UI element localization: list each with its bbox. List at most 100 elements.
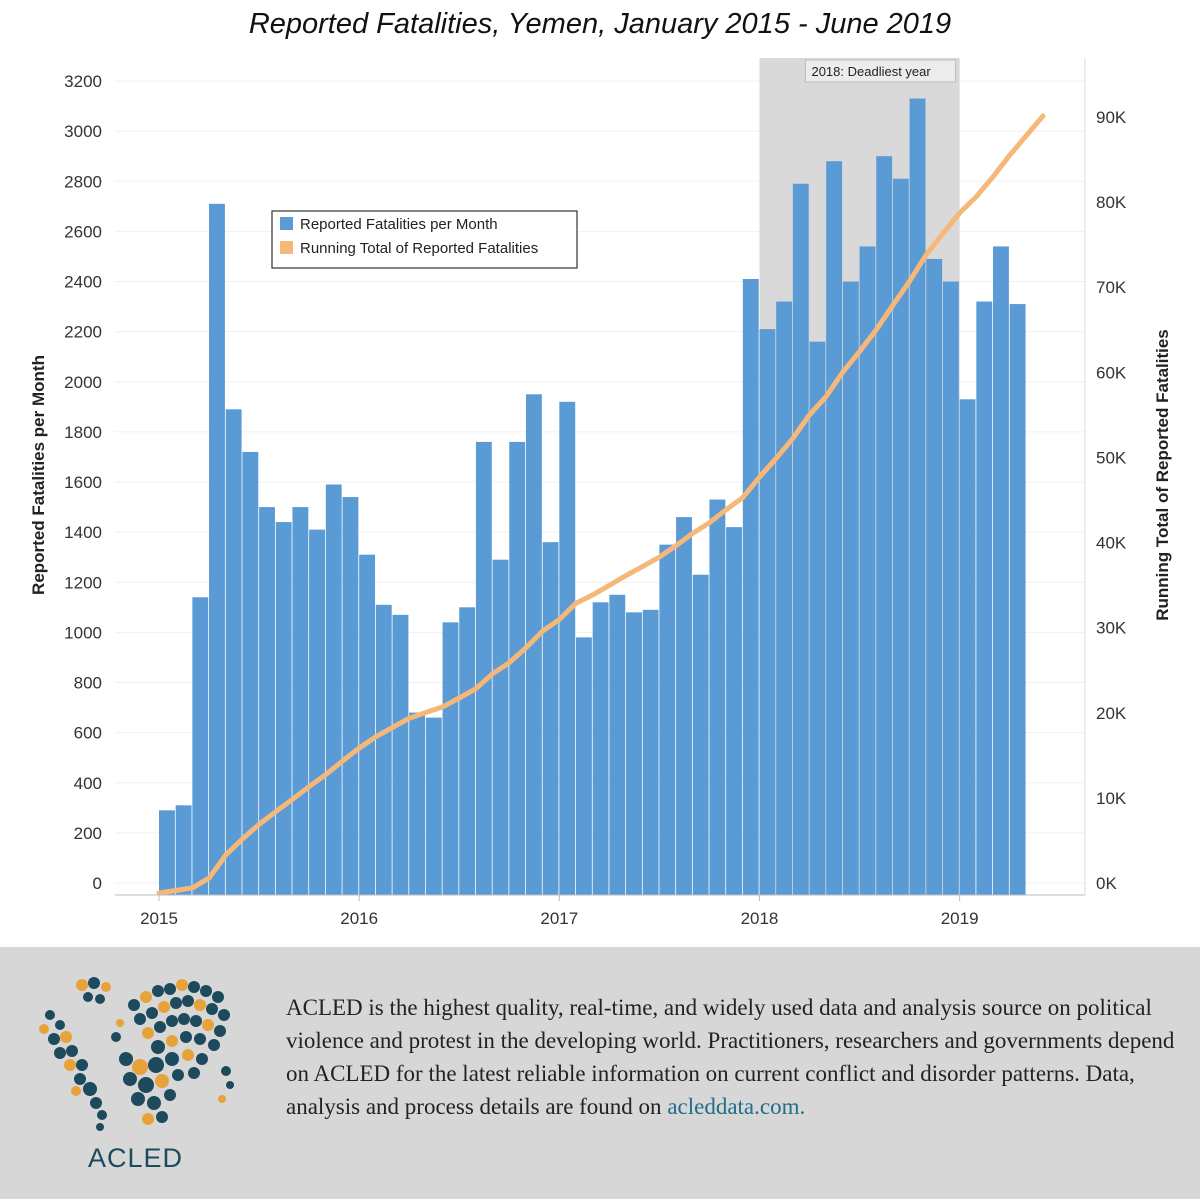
logo-dot	[218, 1095, 226, 1103]
logo-dot	[90, 1097, 102, 1109]
bar-2017-04	[609, 594, 626, 895]
logo-dot	[212, 991, 224, 1003]
logo-dot	[182, 1049, 194, 1061]
y-right-tick: 0K	[1096, 874, 1117, 893]
y-left-tick: 0	[93, 874, 102, 893]
bar-2017-08	[676, 517, 692, 895]
y-left-tick: 600	[74, 724, 102, 743]
logo-dot	[208, 1039, 220, 1051]
logo-dot	[54, 1047, 66, 1059]
footer-description-text: ACLED is the highest quality, real-time,…	[286, 995, 1175, 1119]
footer: ACLED ACLED is the highest quality, real…	[0, 947, 1200, 1199]
x-tick: 2017	[540, 909, 578, 928]
bar-2016-01	[359, 554, 376, 895]
logo-dot	[48, 1033, 60, 1045]
bar-2015-02	[175, 805, 192, 895]
y-left-tick: 1800	[64, 423, 102, 442]
bar-2018-03	[792, 183, 809, 896]
logo-dot	[156, 1111, 168, 1123]
line-series	[156, 113, 1046, 896]
logo-dot	[142, 1027, 154, 1039]
y-left-tick: 1000	[64, 623, 102, 642]
bar-2017-03	[592, 602, 609, 895]
bar-2017-01	[559, 401, 576, 895]
bar-2017-10	[709, 499, 726, 895]
bar-2019-04	[1009, 304, 1026, 895]
bar-2015-07	[259, 507, 275, 895]
logo-dot	[74, 1073, 86, 1085]
logo-dot	[166, 1035, 178, 1047]
logo-dot	[138, 1077, 154, 1093]
logo-dot	[170, 997, 182, 1009]
logo-dot	[221, 1066, 231, 1076]
bar-2016-02	[375, 604, 392, 895]
acled-globe-logo	[39, 977, 234, 1131]
logo-dot	[83, 992, 93, 1002]
bar-2015-09	[292, 507, 309, 895]
logo-dot	[164, 983, 176, 995]
logo-dot	[202, 1019, 214, 1031]
bar-2016-05	[425, 717, 442, 895]
logo-dot	[101, 982, 111, 992]
x-tick: 2019	[941, 909, 979, 928]
logo-dot	[180, 1031, 192, 1043]
bar-2016-08	[475, 441, 492, 895]
bar-2017-12	[742, 278, 759, 895]
bar-2017-07	[659, 544, 676, 895]
bar-2019-01	[959, 399, 976, 895]
bar-2016-11	[525, 394, 542, 895]
logo-dot	[95, 994, 105, 1004]
y-left-tick: 400	[74, 774, 102, 793]
bar-2018-07	[859, 246, 876, 896]
logo-dot	[140, 991, 152, 1003]
y-right-tick: 10K	[1096, 789, 1127, 808]
y-right-tick: 70K	[1096, 278, 1127, 297]
bar-2015-03	[192, 597, 209, 895]
x-tick: 2016	[340, 909, 378, 928]
legend-swatch-bars	[280, 217, 293, 230]
bar-2018-09	[892, 178, 909, 895]
logo-dot	[218, 1009, 230, 1021]
bar-2018-01	[759, 329, 776, 895]
legend-swatch-line	[280, 241, 293, 254]
y-right-tick: 80K	[1096, 193, 1127, 212]
bar-2018-11	[926, 258, 943, 896]
bar-2018-04	[809, 341, 826, 895]
logo-dot	[76, 1059, 88, 1071]
bar-2016-07	[459, 607, 476, 895]
logo-dot	[165, 1052, 179, 1066]
y-left-tick: 2600	[64, 222, 102, 241]
logo-dot	[123, 1072, 137, 1086]
logo-dot	[146, 1007, 158, 1019]
bar-2016-09	[492, 559, 509, 895]
bar-2018-12	[942, 281, 959, 895]
logo-dot	[88, 977, 100, 989]
acled-logo-text: ACLED	[88, 1143, 184, 1173]
legend: Reported Fatalities per Month Running To…	[271, 210, 578, 269]
y-right-tick: 50K	[1096, 448, 1127, 467]
legend-label-line: Running Total of Reported Fatalities	[300, 240, 538, 257]
logo-dot	[131, 1092, 145, 1106]
logo-dot	[55, 1020, 65, 1030]
logo-dot	[148, 1057, 164, 1073]
bar-2015-12	[342, 497, 359, 895]
acled-website-link[interactable]: acleddata.com.	[667, 1094, 806, 1119]
logo-dot	[190, 1015, 202, 1027]
bar-2016-06	[442, 622, 459, 895]
y-left-tick: 3200	[64, 72, 102, 91]
logo-dot	[194, 1033, 206, 1045]
bar-2015-11	[325, 484, 342, 895]
x-tick: 2015	[140, 909, 178, 928]
logo-dot	[226, 1081, 234, 1089]
logo-dot	[66, 1045, 78, 1057]
y-right-tick: 30K	[1096, 619, 1127, 638]
bar-2016-04	[409, 712, 426, 895]
bar-2019-03	[993, 246, 1009, 896]
logo-dot	[176, 979, 188, 991]
bar-2019-02	[976, 301, 993, 895]
logo-dot	[151, 1040, 165, 1054]
logo-dot	[178, 1013, 190, 1025]
logo-dot	[200, 985, 212, 997]
logo-dot	[132, 1059, 148, 1075]
y-left-tick: 2200	[64, 323, 102, 342]
